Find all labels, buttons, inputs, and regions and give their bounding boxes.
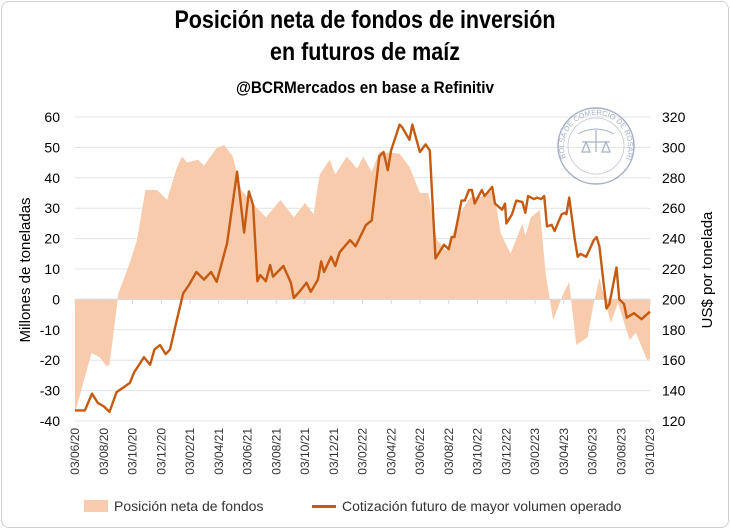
x-tick-label: 03/10/23 [643, 428, 657, 475]
legend-swatch-area [84, 500, 108, 512]
x-tick-label: 03/08/23 [614, 428, 628, 475]
x-tick-label: 03/04/23 [557, 428, 571, 475]
legend-swatch-line [312, 504, 336, 508]
right-y-tick-label: 200 [662, 291, 686, 307]
x-tick-label: 03/08/22 [442, 428, 456, 475]
bcr-logo-seal: BOLSA DE COMERCIO DE ROSARIO [557, 107, 635, 185]
legend-item-net-position: Posición neta de fondos [84, 498, 263, 514]
x-tick-label: 03/04/21 [212, 428, 226, 475]
left-axis-label: Millones de toneladas [17, 197, 34, 342]
right-y-tick-label: 160 [662, 352, 686, 368]
x-tick-label: 03/10/22 [471, 428, 485, 475]
left-y-tick-label: 30 [44, 200, 60, 216]
price-line [75, 123, 651, 414]
chart-subtitle: @BCRMercados en base a Refinitiv [235, 78, 495, 97]
right-y-tick-label: 300 [662, 139, 686, 155]
chart-title-line-2: en futuros de maíz [270, 38, 460, 66]
right-y-axis-ticks: 320 300 280 260 240 220 200 180 160 140 120 [662, 109, 686, 429]
right-y-tick-label: 180 [662, 322, 686, 338]
x-tick-label: 03/08/20 [97, 428, 111, 475]
x-tick-label: 03/06/22 [413, 428, 427, 475]
x-tick-label: 03/08/21 [269, 428, 283, 475]
right-y-tick-label: 260 [662, 200, 686, 216]
net-position-area [75, 145, 650, 414]
right-y-tick-label: 120 [662, 413, 686, 429]
left-y-tick-label: 50 [44, 139, 60, 155]
chart-title-line-1: Posición neta de fondos de inversión [174, 6, 556, 34]
left-y-tick-label: 40 [44, 170, 60, 186]
x-tick-label: 03/10/21 [298, 428, 312, 475]
x-tick-label: 03/06/23 [586, 428, 600, 475]
right-y-tick-label: 220 [662, 261, 686, 277]
x-tick-label: 03/02/22 [356, 428, 370, 475]
left-y-tick-label: -20 [40, 352, 60, 368]
x-tick-label: 03/10/20 [126, 428, 140, 475]
left-y-axis-ticks: 60 50 40 30 20 10 0 -10 -20 -30 -40 [40, 109, 60, 429]
left-y-tick-label: 0 [52, 291, 60, 307]
x-tick-label: 03/02/21 [183, 428, 197, 475]
x-tick-label: 03/12/21 [327, 428, 341, 475]
right-y-tick-label: 140 [662, 383, 686, 399]
left-y-tick-label: -40 [40, 413, 60, 429]
x-axis-ticks: 03/06/20 03/08/20 03/10/20 03/12/20 03/02/21… [68, 428, 657, 475]
x-tick-label: 03/04/22 [384, 428, 398, 475]
right-axis-label: US$ por tonelada [699, 211, 716, 328]
x-tick-label: 03/02/23 [528, 428, 542, 475]
left-y-tick-label: 60 [44, 109, 60, 125]
right-y-tick-label: 280 [662, 170, 686, 186]
legend-label: Posición neta de fondos [114, 498, 264, 514]
x-tick-label: 03/06/21 [241, 428, 255, 475]
x-tick-label: 03/06/20 [68, 428, 82, 475]
x-tick-label: 03/12/20 [154, 428, 168, 475]
legend-label: Cotización futuro de mayor volumen opera… [342, 498, 622, 514]
legend-item-price: Cotización futuro de mayor volumen opera… [312, 498, 621, 514]
right-y-tick-label: 240 [662, 231, 686, 247]
x-tick-label: 03/12/22 [499, 428, 513, 475]
left-y-tick-label: -30 [40, 383, 60, 399]
left-y-tick-label: -10 [40, 322, 60, 338]
x-axis-tick-marks [74, 299, 651, 305]
right-y-tick-label: 320 [662, 109, 686, 125]
left-y-tick-label: 20 [44, 231, 60, 247]
left-y-tick-label: 10 [44, 261, 60, 277]
